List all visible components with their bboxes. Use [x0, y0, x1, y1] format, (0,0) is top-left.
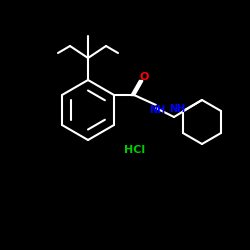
Text: O: O	[139, 72, 149, 82]
Text: HCl: HCl	[124, 145, 146, 155]
Text: NH: NH	[169, 104, 185, 114]
Text: NH: NH	[149, 105, 165, 115]
